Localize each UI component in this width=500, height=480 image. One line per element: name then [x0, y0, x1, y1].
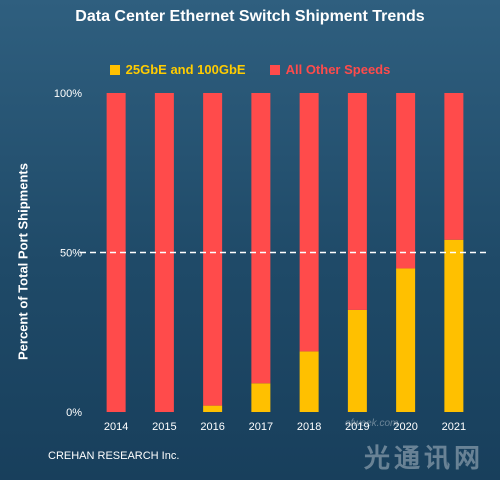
x-tick-label-2020: 2020	[393, 421, 417, 433]
bar-2019-other-speeds	[347, 93, 367, 310]
bar-2020-25gbe-100gbe	[396, 268, 416, 412]
bar-2018-other-speeds	[299, 93, 319, 352]
bar-2014-other-speeds	[106, 93, 126, 412]
x-tick-label-2015: 2015	[152, 421, 176, 433]
legend-swatch-other-speeds	[269, 64, 280, 75]
chart-legend: 25GbE and 100GbE All Other Speeds	[0, 62, 500, 77]
x-tick-label-2021: 2021	[442, 421, 466, 433]
x-tick-label-2017: 2017	[249, 421, 273, 433]
y-tick-label-50: 50%	[60, 248, 82, 260]
bar-2016-25gbe-100gbe	[203, 405, 223, 412]
legend-label-other-speeds: All Other Speeds	[285, 62, 391, 77]
bar-2018-25gbe-100gbe	[299, 351, 319, 412]
x-tick-label-2018: 2018	[297, 421, 321, 433]
chart-title: Data Center Ethernet Switch Shipment Tre…	[75, 8, 425, 25]
watermark-url: ofweek.com	[345, 418, 399, 429]
bar-2017-25gbe-100gbe	[251, 383, 271, 412]
legend-item-other-speeds: All Other Speeds	[269, 62, 391, 77]
legend-label-25gbe-100gbe: 25GbE and 100GbE	[125, 62, 246, 77]
x-tick-label-2019: 2019	[345, 421, 369, 433]
bar-2019-25gbe-100gbe	[347, 309, 367, 412]
y-tick-label-0: 0%	[66, 407, 82, 419]
legend-swatch-25gbe-100gbe	[109, 64, 120, 75]
watermark-text: 光通讯网	[363, 444, 484, 474]
bar-2021-25gbe-100gbe	[444, 239, 464, 412]
y-tick-label-100: 100%	[54, 88, 82, 100]
source-credit: CREHAN RESEARCH Inc.	[48, 450, 180, 462]
bar-2016-other-speeds	[203, 93, 223, 406]
legend-item-25gbe-100gbe: 25GbE and 100GbE	[109, 62, 246, 77]
x-tick-label-2016: 2016	[200, 421, 224, 433]
bar-2020-other-speeds	[396, 93, 416, 269]
bar-2017-other-speeds	[251, 93, 271, 384]
x-tick-label-2014: 2014	[104, 421, 128, 433]
bar-2021-other-speeds	[444, 93, 464, 240]
